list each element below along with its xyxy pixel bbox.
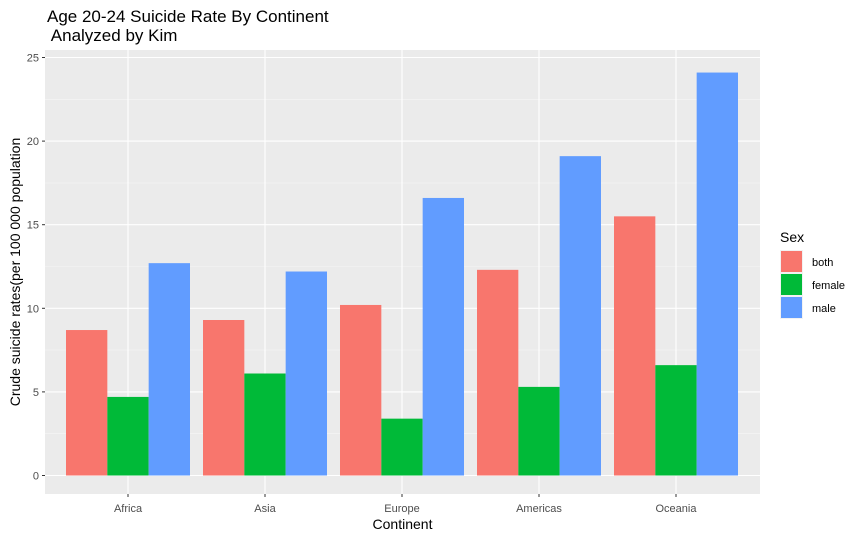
bar-both-africa	[66, 330, 108, 476]
y-tick-label: 10	[27, 303, 39, 315]
bar-both-oceania	[614, 216, 656, 476]
legend-swatch-female	[781, 274, 802, 295]
y-axis-ticks: 0 5 10 15 20 25	[27, 53, 45, 483]
bar-male-africa	[148, 263, 190, 476]
legend-title: Sex	[780, 229, 804, 245]
x-tick-label: Asia	[254, 503, 276, 515]
bar-both-europe	[340, 304, 382, 476]
chart-title: Age 20-24 Suicide Rate By Continent	[47, 7, 329, 26]
x-axis-ticks: Africa Asia Europe Americas Oceania	[114, 494, 697, 515]
y-tick-label: 15	[27, 220, 39, 232]
legend-label-both: both	[812, 257, 833, 269]
bar-female-africa	[107, 396, 149, 476]
bar-female-asia	[244, 373, 286, 476]
bar-female-europe	[381, 418, 423, 476]
x-tick-label: Americas	[516, 503, 562, 515]
x-tick-label: Africa	[114, 503, 143, 515]
bar-male-asia	[285, 271, 327, 476]
legend: Sex both female male	[780, 229, 845, 319]
bar-male-americas	[559, 156, 601, 476]
x-tick-label: Europe	[384, 503, 419, 515]
chart-subtitle: Analyzed by Kim	[47, 26, 177, 45]
bars	[66, 72, 738, 476]
y-tick-label: 0	[33, 471, 39, 483]
x-tick-label: Oceania	[656, 503, 698, 515]
y-axis-title: Crude suicide rates(per 100 000 populati…	[7, 138, 23, 407]
bar-both-americas	[477, 269, 519, 476]
y-tick-label: 20	[27, 136, 39, 148]
bar-male-oceania	[696, 72, 738, 476]
bar-female-americas	[518, 386, 560, 476]
bar-male-europe	[422, 197, 464, 476]
bar-both-asia	[203, 320, 245, 476]
bar-female-oceania	[655, 365, 697, 476]
legend-label-female: female	[812, 280, 845, 292]
legend-swatch-both	[781, 251, 802, 272]
y-tick-label: 5	[33, 387, 39, 399]
legend-label-male: male	[812, 303, 836, 315]
y-tick-label: 25	[27, 53, 39, 65]
x-axis-title: Continent	[373, 516, 433, 532]
legend-swatch-male	[781, 297, 802, 318]
